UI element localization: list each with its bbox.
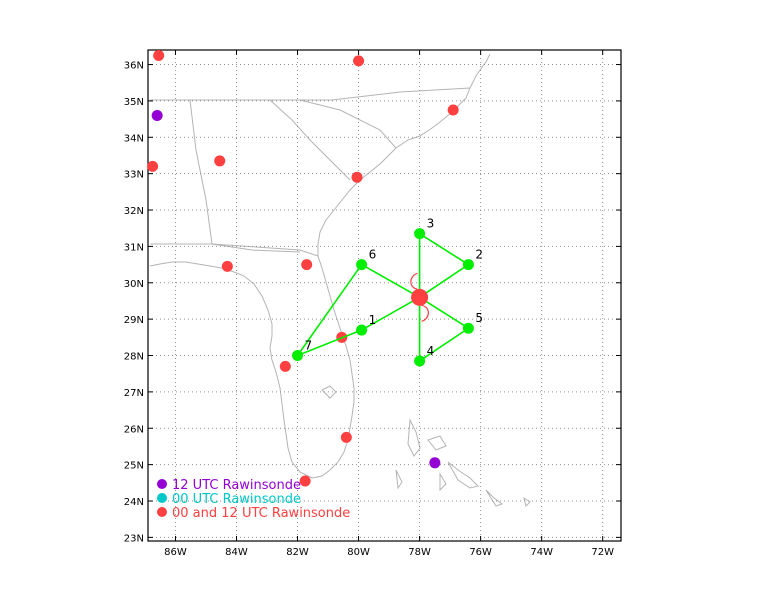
legend-label: 00 UTC Rawinsonde (172, 492, 301, 507)
dropsonde-network: 1 2 3 4 5 6 7 (292, 217, 483, 367)
legend-marker (157, 493, 167, 503)
station-12-utc (429, 457, 441, 469)
network-link (361, 296, 420, 331)
dropsonde-point-label: 7 (305, 339, 313, 353)
dropsonde-point-label: 4 (427, 344, 435, 358)
dropsonde-point-label: 1 (369, 313, 377, 327)
axis-ticks: 86W 84W 82W 80W 78W 76W 74W 72W 23N 24N 25N 26N 27N 2… (124, 50, 621, 558)
legend-marker (157, 479, 167, 489)
y-tick-label: 29N (124, 315, 144, 326)
y-tick-label: 36N (124, 61, 144, 72)
y-tick-label: 23N (124, 533, 144, 544)
state-border-tn (150, 87, 471, 101)
station-00-12-utc (340, 431, 352, 443)
y-tick-label: 25N (124, 461, 144, 472)
bahamas-island-5 (485, 489, 504, 507)
station-00-12-utc (353, 55, 365, 67)
bahamas-island-3 (447, 461, 479, 489)
network-link (419, 263, 469, 298)
bahamas-island-2 (427, 435, 447, 451)
dropsonde-point-label: 3 (427, 217, 435, 231)
station-00-12-utc (299, 475, 311, 487)
legend-label: 00 and 12 UTC Rawinsonde (172, 506, 350, 521)
bahamas-island-1 (407, 418, 421, 457)
network-link (419, 232, 469, 266)
dropsonde-point (462, 259, 474, 271)
dropsonde-point (414, 355, 426, 367)
y-tick-label: 35N (124, 97, 144, 108)
y-tick-label: 31N (124, 242, 144, 253)
station-00-12-utc (279, 360, 291, 372)
storm-center-marker (411, 288, 429, 306)
network-link (296, 264, 363, 356)
station-00-12-utc (301, 259, 313, 271)
y-tick-label: 24N (124, 497, 144, 508)
state-border-fl (150, 243, 319, 257)
state-border-ga-al (189, 99, 301, 253)
station-00-12-utc (351, 171, 363, 183)
dropsonde-point-label: 6 (369, 248, 377, 262)
dropsonde-point (292, 350, 304, 362)
x-tick-label: 84W (225, 547, 248, 558)
map-frame (147, 49, 622, 542)
dropsonde-point-label: 5 (475, 311, 483, 325)
network-link (419, 296, 469, 329)
station-00-12-utc (221, 260, 233, 272)
station-00-12-utc (214, 155, 226, 167)
legend-marker (157, 507, 167, 517)
y-tick-label: 33N (124, 170, 144, 181)
hurricane-symbol-arc (421, 304, 429, 322)
state-border-nc-sc (299, 99, 397, 149)
y-tick-label: 30N (124, 279, 144, 290)
station-00-12-utc (447, 104, 459, 116)
station-12-utc (151, 109, 163, 121)
bahamas-island-6 (523, 496, 531, 507)
coastlines-and-borders (149, 53, 531, 507)
dropsonde-point (356, 324, 368, 336)
bahamas-island-7 (395, 469, 403, 490)
y-tick-label: 26N (124, 424, 144, 435)
dropsonde-point (356, 259, 368, 271)
hurricane-symbol-arc (410, 272, 418, 290)
x-tick-label: 86W (164, 547, 187, 558)
station-00-12-utc (147, 160, 159, 172)
y-tick-label: 34N (124, 133, 144, 144)
network-link (297, 329, 362, 357)
x-tick-label: 74W (530, 547, 553, 558)
x-tick-label: 78W (408, 547, 431, 558)
state-border-sc (269, 99, 351, 181)
x-tick-label: 80W (347, 547, 370, 558)
y-tick-label: 28N (124, 352, 144, 363)
bahamas-island-4 (439, 472, 447, 492)
y-tick-label: 27N (124, 388, 144, 399)
gulf-coastline (149, 261, 313, 479)
dropsonde-point (414, 228, 426, 240)
x-tick-label: 72W (591, 547, 614, 558)
grid-lines (148, 50, 621, 541)
network-link (361, 263, 420, 299)
y-tick-label: 32N (124, 206, 144, 217)
legend-label: 12 UTC Rawinsonde (172, 478, 301, 493)
dropsonde-point (462, 322, 474, 334)
network-link (419, 327, 469, 362)
x-tick-label: 82W (286, 547, 309, 558)
dropsonde-point-label: 2 (475, 248, 483, 262)
station-00-12-utc (153, 49, 165, 61)
rawinsonde-stations (147, 49, 459, 487)
x-tick-label: 76W (469, 547, 492, 558)
